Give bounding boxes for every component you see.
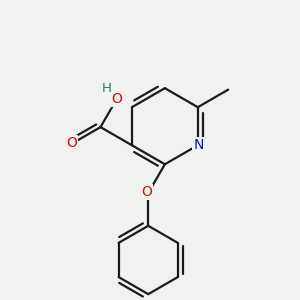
Text: O: O [141,184,152,199]
Text: O: O [111,92,122,106]
Text: N: N [193,138,204,152]
Text: O: O [67,136,77,150]
Text: H: H [102,82,112,95]
